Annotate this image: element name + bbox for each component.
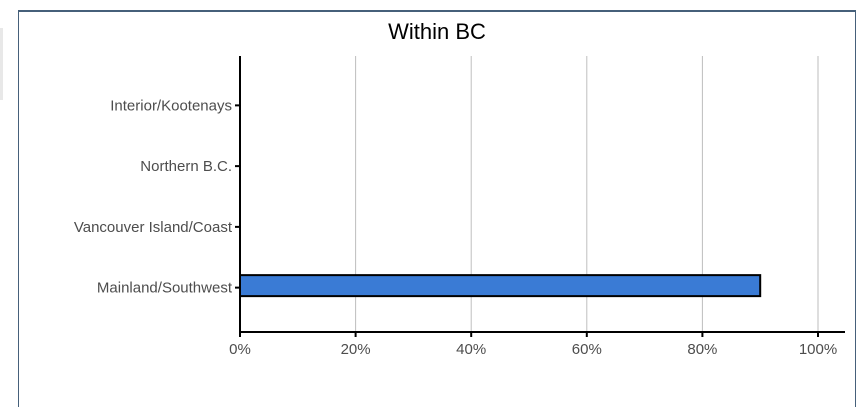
y-axis-ticks: Mainland/Southwest Vancouver Island/Coast…	[74, 97, 240, 297]
left-gutter	[0, 28, 3, 100]
x-axis-ticks: 0% 20% 40% 60% 80% 100%	[229, 332, 837, 358]
panel-left-border	[18, 10, 19, 407]
chart-title: Within BC	[388, 19, 486, 44]
y-tick-label: Vancouver Island/Coast	[74, 219, 233, 236]
panel-right-border	[855, 10, 856, 407]
x-tick-label: 60%	[572, 341, 602, 358]
x-tick-label: 40%	[456, 341, 486, 358]
x-tick-label: 20%	[341, 341, 371, 358]
y-tick-label: Northern B.C.	[140, 158, 232, 175]
panel-top-border	[18, 10, 856, 12]
bar	[239, 274, 762, 298]
y-tick-label: Interior/Kootenays	[110, 97, 232, 114]
bars	[239, 274, 762, 298]
axes	[239, 56, 845, 333]
x-tick-label: 80%	[687, 341, 717, 358]
y-tick-label: Mainland/Southwest	[97, 280, 233, 297]
x-tick-label: 0%	[229, 341, 251, 358]
x-tick-label: 100%	[799, 341, 837, 358]
